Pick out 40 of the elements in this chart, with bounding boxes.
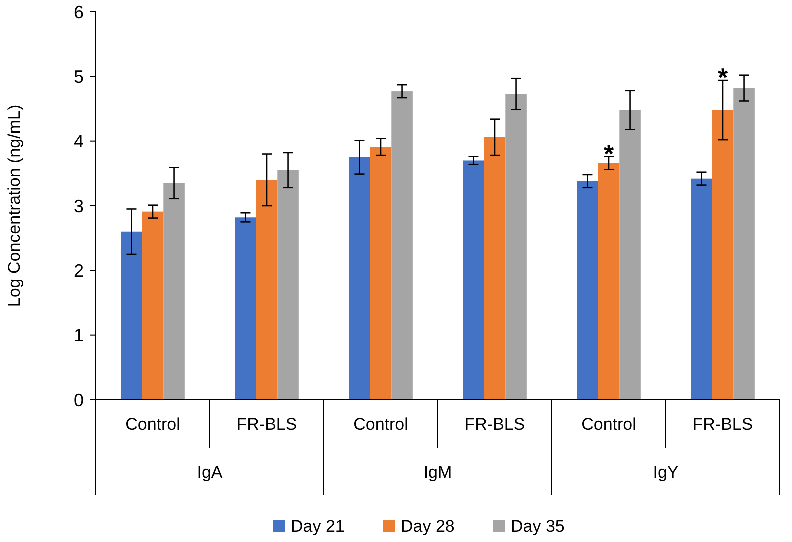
x-tick-label: FR-BLS — [236, 415, 298, 434]
legend-label: Day 21 — [291, 516, 345, 536]
y-tick-label: 1 — [74, 326, 84, 346]
legend-label: Day 28 — [401, 516, 455, 536]
bar — [734, 88, 755, 400]
bar — [278, 170, 299, 400]
y-tick-label: 3 — [74, 196, 84, 216]
bar — [691, 178, 712, 400]
bar — [235, 218, 256, 400]
bar — [370, 147, 392, 400]
x-tick-label: Control — [354, 415, 408, 434]
bar — [506, 94, 527, 400]
bar — [164, 183, 185, 400]
bar — [712, 110, 734, 400]
data-label: * — [604, 138, 615, 169]
x-tick-label: Control — [582, 415, 636, 434]
y-axis-title: Log Concentration (ng/mL) — [5, 104, 24, 308]
x-tick-label: FR-BLS — [692, 415, 754, 434]
bar — [598, 163, 620, 400]
text: IgY — [653, 463, 679, 482]
bar — [142, 212, 164, 400]
bar — [577, 181, 598, 400]
text: IgA — [197, 463, 224, 482]
text: IgM — [424, 463, 452, 482]
bar — [463, 160, 484, 400]
bar — [121, 232, 142, 400]
x-tick-label: FR-BLS — [464, 415, 526, 434]
y-tick-label: 0 — [74, 390, 84, 410]
y-tick-label: 6 — [74, 2, 84, 22]
bar — [256, 180, 278, 400]
x-tick-label: Control — [126, 415, 180, 434]
y-tick-label: 4 — [74, 132, 84, 152]
bar — [349, 158, 370, 400]
bar — [620, 110, 641, 400]
legend-label: Day 35 — [511, 516, 565, 536]
y-tick-label: 5 — [74, 66, 84, 87]
y-tick-label: 2 — [74, 260, 84, 281]
bar — [484, 137, 506, 400]
bar — [392, 92, 413, 400]
data-label: * — [718, 62, 729, 93]
